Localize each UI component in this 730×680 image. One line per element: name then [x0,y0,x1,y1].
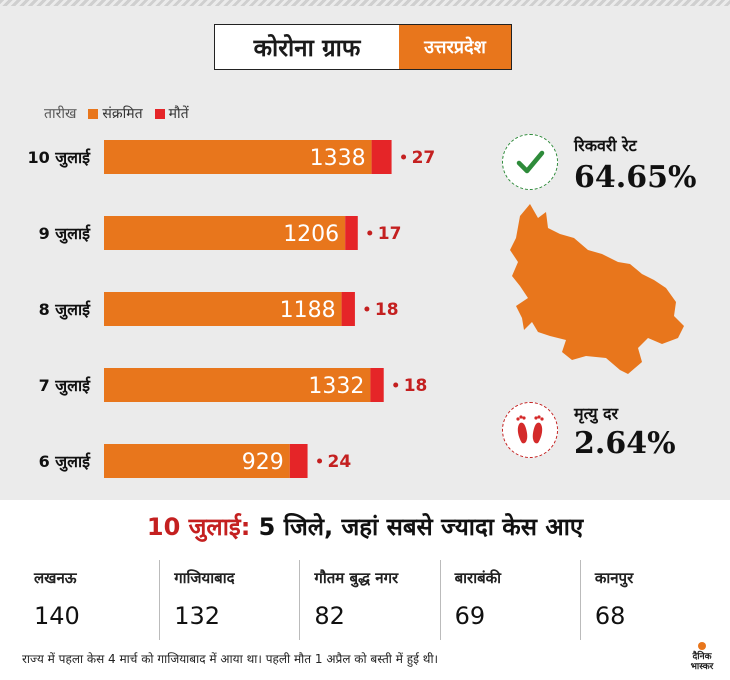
death-dot [364,306,370,312]
death-dot [401,154,407,160]
deaths-value-label: 27 [412,148,436,168]
district-value: 69 [454,602,486,630]
district-name: कानपुर [594,569,634,587]
deaths-bar [289,444,308,478]
logo-line1: दैनिक [692,652,712,662]
infected-value-label: 1338 [310,146,366,171]
headline-date: 10 जुलाई: [146,513,251,541]
district-name: बाराबंकी [454,569,502,587]
legend-date-header: तारीख [44,106,77,122]
district-name: गौतम बुद्ध नगर [314,569,399,587]
district-value: 132 [174,602,221,630]
legend-infected-swatch [88,108,99,119]
death-dot [317,458,323,464]
death-dot [367,230,373,236]
deaths-value-label: 18 [404,376,428,396]
district-name: गाजियाबाद [174,569,235,587]
title-main: कोरोना ग्राफ [253,33,361,62]
category-label: 7 जुलाई [39,376,92,396]
infected-value-label: 1332 [308,374,364,399]
districts-list: लखनऊ 140 गाजियाबाद 132 गौतम बुद्ध नगर 82… [20,560,720,640]
title-box: कोरोना ग्राफ उत्तरप्रदेश [214,24,512,70]
infected-bar [104,368,371,402]
bottom-section: 10 जुलाई: 5 जिले, जहां सबसे ज्यादा केस आ… [0,500,730,680]
footnote: राज्य में पहला केस 4 मार्च को गाजियाबाद … [22,652,439,666]
legend-deaths-swatch [154,108,165,119]
infected-value-label: 1188 [280,298,336,323]
district-item: कानपुर 68 [579,560,720,640]
infected-bar [104,292,342,326]
uttar-pradesh-map-icon [510,204,684,374]
district-item: गौतम बुद्ध नगर 82 [299,560,439,640]
legend-infected-label: संक्रमित [102,106,143,122]
category-label: 8 जुलाई [39,300,92,320]
top-stripe [0,0,730,6]
district-item: गाजियाबाद 132 [159,560,299,640]
deaths-value-label: 18 [375,300,399,320]
category-label: 9 जुलाई [39,224,92,244]
headline-text: 5 जिले, जहां सबसे ज्यादा केस आए [258,513,584,541]
deaths-bar [341,292,355,326]
recovery-label: रिकवरी रेट [574,136,637,155]
legend-deaths-label: मौतें [168,106,189,122]
check-icon [502,134,558,190]
infected-value-label: 1206 [283,222,339,247]
legend: तारीख संक्रमित मौतें [44,104,201,123]
district-item: बाराबंकी 69 [439,560,580,640]
infected-bar [104,216,346,250]
infected-value-label: 929 [242,450,284,475]
title-state: उत्तरप्रदेश [399,25,511,69]
districts-headline: 10 जुलाई: 5 जिले, जहां सबसे ज्यादा केस आ… [0,510,730,543]
mortality-value: 2.64% [574,426,676,461]
category-label: 6 जुलाई [39,452,92,472]
district-item: लखनऊ 140 [20,560,159,640]
district-value: 140 [34,602,80,630]
deaths-bar [370,368,384,402]
stats-panel: रिकवरी रेट 64.65% मृत्यु दर 2.64% [490,120,730,500]
mortality-label: मृत्यु दर [574,404,619,423]
deaths-bar [345,216,358,250]
logo-dot-icon [698,642,706,650]
recovery-value: 64.65% [574,160,697,195]
district-value: 68 [594,602,626,630]
infected-bar [104,140,372,174]
category-label: 10 जुलाई [27,148,91,168]
deaths-bar [371,140,392,174]
footprints-icon [502,402,558,458]
deaths-value-label: 17 [378,224,402,244]
logo-line2: भास्कर [690,662,714,672]
district-name: लखनऊ [34,569,77,587]
bar-chart: 10 जुलाई 1338 27 9 जुलाई 1206 17 8 जुलाई 1188 18… [27,140,436,478]
infected-bar [104,444,290,478]
dainik-bhaskar-logo: दैनिक भास्कर [682,642,722,672]
deaths-value-label: 24 [328,452,352,472]
death-dot [393,382,399,388]
district-value: 82 [314,602,345,630]
